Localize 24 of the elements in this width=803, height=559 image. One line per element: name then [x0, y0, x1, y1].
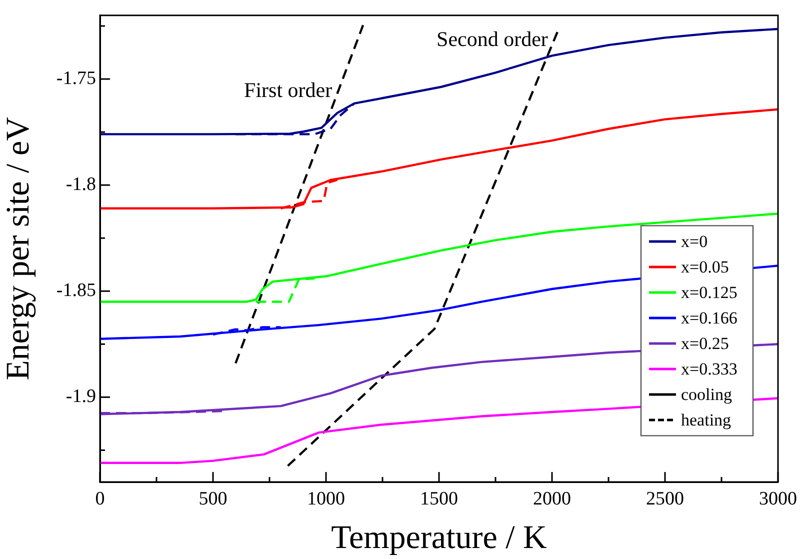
y-tick-label: -1.8: [66, 174, 96, 196]
legend-label: x=0.125: [681, 282, 738, 302]
legend-label: x=0.05: [681, 257, 729, 276]
x-tick-label: 500: [198, 488, 228, 510]
x-tick-label: 0: [95, 488, 105, 510]
legend-label: x=0.333: [681, 359, 738, 378]
y-axis-title: Energy per site / eV: [0, 116, 36, 380]
legend-label: x=0.25: [681, 334, 729, 353]
x-tick-label: 1500: [420, 488, 458, 510]
annotation: Second order: [436, 26, 548, 51]
y-tick-label: -1.75: [56, 68, 96, 90]
x-tick-label: 3000: [759, 488, 797, 510]
x-tick-label: 1000: [307, 488, 345, 510]
y-tick-label: -1.85: [56, 280, 96, 302]
legend-label: cooling: [681, 384, 732, 404]
legend-label: heating: [681, 410, 732, 430]
annotation: First order: [244, 78, 332, 102]
legend-label: x=0.166: [681, 308, 738, 328]
x-tick-label: 2000: [533, 488, 571, 510]
x-axis-title: Temperature / K: [331, 520, 548, 556]
line-series: [212, 326, 282, 336]
y-tick-label: -1.9: [66, 386, 96, 408]
legend-label: x=0: [681, 232, 708, 251]
x-tick-label: 2500: [646, 488, 684, 510]
